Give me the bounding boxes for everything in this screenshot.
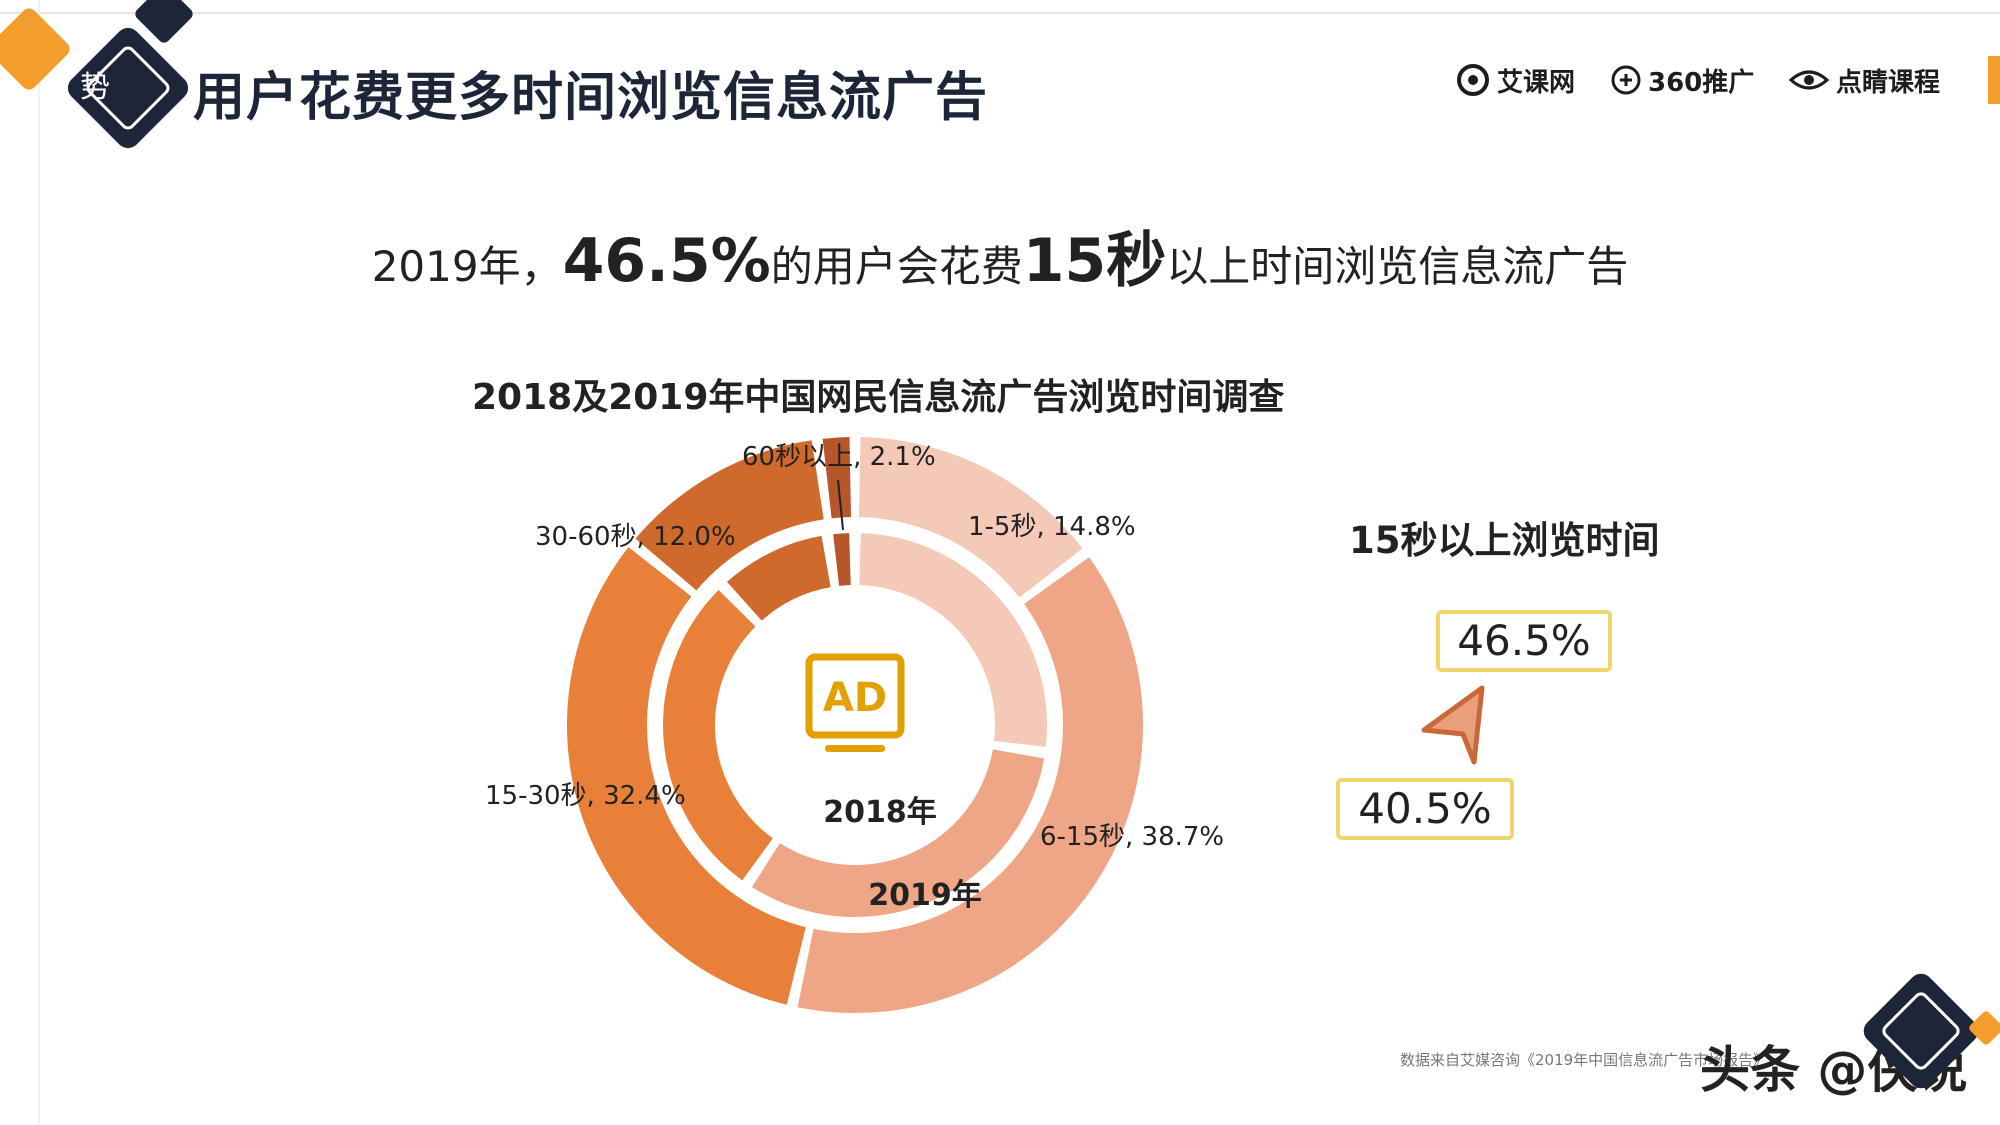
donut-slice-2019-4 — [822, 437, 852, 519]
source-note: 数据来自艾媒咨询《2019年中国信息流广告市场报告》 — [1400, 1051, 1769, 1069]
donut-slice-2018-3 — [727, 535, 831, 621]
right-accent-bar — [1988, 56, 2000, 104]
swirl-logo-icon — [1457, 64, 1489, 96]
navy-diamond-icon — [1863, 973, 1979, 1089]
plus-circle-logo-icon — [1611, 65, 1641, 95]
eye-logo-icon — [1788, 70, 1830, 90]
side-tag: 势 — [80, 70, 110, 105]
headline: 2019年，46.5%的用户会花费15秒以上时间浏览信息流广告 — [371, 226, 1629, 296]
orange-diamond-icon — [0, 8, 70, 90]
donut-slice-2019-3 — [635, 440, 824, 591]
value-2019-box: 46.5% — [1436, 610, 1612, 672]
leader-line-60s-plus — [837, 479, 844, 531]
orange-diamond-icon — [1969, 1011, 2000, 1045]
donut-slice-2018-2 — [663, 589, 773, 881]
data-label-30-60s: 30-60秒, 12.0% — [535, 522, 736, 552]
donut-slice-2019-0 — [858, 437, 1083, 598]
diamond-outline-icon — [86, 46, 170, 130]
left-divider — [38, 0, 40, 1125]
logo-aike: 艾课网 — [1455, 60, 1575, 100]
top-divider — [0, 12, 2000, 14]
pointer-arrow-icon — [1421, 685, 1485, 765]
ring-label-2019: 2019年 — [868, 878, 982, 913]
logo-dianjing: 点睛课程 — [1788, 60, 1940, 100]
headline-percent: 46.5% — [562, 226, 771, 296]
data-label-60s-plus: 60秒以上, 2.1% — [742, 442, 936, 472]
data-label-6-15s: 6-15秒, 38.7% — [1040, 822, 1224, 852]
diamond-outline-icon — [1882, 992, 1960, 1070]
donut-slice-2018-4 — [833, 533, 851, 586]
bottom-right-decoration — [1863, 973, 2000, 1089]
donut-slice-2019-1 — [797, 557, 1144, 1014]
donut-slice-2018-1 — [751, 749, 1045, 917]
ad-monitor-icon — [805, 653, 905, 752]
small-navy-diamond-icon — [135, 0, 193, 43]
donut-slice-2018-0 — [859, 533, 1047, 747]
logo-360: 360推广 — [1610, 60, 1754, 100]
chart-title: 2018及2019年中国网民信息流广告浏览时间调查 — [472, 377, 1285, 418]
data-label-1-5s: 1-5秒, 14.8% — [968, 512, 1136, 542]
donut-slice-2019-2 — [566, 547, 806, 1005]
page-title: 用户花费更多时间浏览信息流广告 — [193, 68, 989, 128]
headline-seconds: 15秒 — [1022, 226, 1167, 296]
corner-decoration — [0, 0, 193, 149]
value-2018-box: 40.5% — [1336, 778, 1514, 840]
data-label-15-30s: 15-30秒, 32.4% — [485, 781, 686, 811]
navy-diamond-icon — [67, 27, 189, 149]
ad-icon-text: AD — [823, 675, 887, 721]
ring-label-2018: 2018年 — [823, 795, 937, 830]
side-panel-title: 15秒以上浏览时间 — [1349, 519, 1660, 562]
